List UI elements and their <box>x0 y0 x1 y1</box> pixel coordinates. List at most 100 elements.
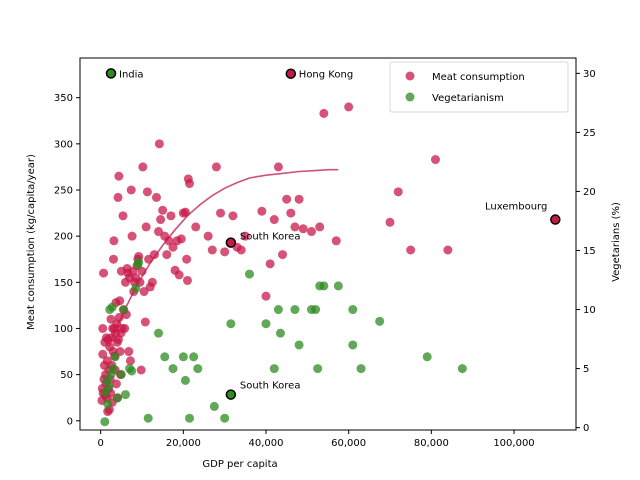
vegetarianism-point <box>457 364 467 374</box>
meat-consumption-point <box>115 296 125 306</box>
vegetarianism-point <box>319 281 329 291</box>
meat-consumption-point <box>406 245 416 255</box>
x-tick-label: 80,000 <box>414 438 449 449</box>
meat-consumption-point <box>139 287 149 297</box>
meat-consumption-point <box>114 171 124 181</box>
legend-marker-vegetarianism <box>405 92 415 102</box>
meat-consumption-point <box>140 317 150 327</box>
meat-consumption-point <box>315 222 325 232</box>
meat-consumption-point <box>111 379 121 389</box>
meat-consumption-point <box>166 211 176 221</box>
vegetarianism-point <box>108 364 118 374</box>
highlight-layer: India Hong Kong South Korea South Korea Luxe… <box>105 68 561 400</box>
y2-tick-label: 10 <box>583 305 596 316</box>
meat-consumption-point <box>154 227 164 237</box>
vegetarianism-point <box>118 305 128 315</box>
meat-consumption-point <box>257 206 267 216</box>
x-tick-label: 100,000 <box>493 438 534 449</box>
vegetarianism-point <box>160 352 170 362</box>
meat-consumption-point <box>290 222 300 232</box>
vegetarianism-point <box>107 302 117 312</box>
meat-consumption-point <box>98 323 108 333</box>
meat-consumption-point <box>282 194 292 204</box>
meat-consumption-point <box>286 208 296 218</box>
vegetarianism-point <box>189 352 199 362</box>
annotation-hong-kong: Hong Kong <box>299 70 353 81</box>
meat-consumption-point <box>149 250 159 260</box>
vegetarianism-point <box>356 364 366 374</box>
vegetarianism-point <box>178 352 188 362</box>
vegetarianism-point <box>290 305 300 315</box>
legend-label-meat: Meat consumption <box>432 72 525 83</box>
meat-consumption-point <box>147 277 157 287</box>
meat-consumption-point <box>344 102 354 112</box>
meat-consumption-point <box>113 192 123 202</box>
y2-tick-label: 20 <box>583 187 596 198</box>
vegetarianism-point <box>375 316 385 326</box>
meat-consumption-point <box>298 224 308 234</box>
vegetarianism-point <box>112 393 122 403</box>
meat-consumption-point <box>124 347 134 357</box>
meat-consumption-point <box>125 356 135 366</box>
y2-axis-label: Vegetarians (%) <box>611 202 622 282</box>
meat-consumption-point <box>151 192 161 202</box>
meat-consumption-point <box>156 215 166 225</box>
vegetarianism-point <box>180 375 190 385</box>
vegetarianism-point <box>422 352 432 362</box>
meat-consumption-point <box>203 231 213 241</box>
vegetarianism-point <box>261 319 271 329</box>
vegetarianism-point <box>333 281 343 291</box>
vegetarianism-point <box>143 413 153 423</box>
vegetarianism-point <box>269 364 279 374</box>
y-tick-label: 200 <box>54 232 73 243</box>
x-axis: 0 20,000 40,000 60,000 80,000 100,000 <box>97 430 535 449</box>
y-axis-label: Meat consumption (kg/capita/year) <box>26 154 37 330</box>
meat-consumption-point <box>269 215 279 225</box>
meat-consumption-point <box>138 162 148 172</box>
y-tick-label: 300 <box>54 139 73 150</box>
legend-box <box>389 61 569 113</box>
meat-consumption-point <box>443 245 453 255</box>
meat-consumption-point <box>180 207 190 217</box>
meat-consumption-point <box>207 245 217 255</box>
highlight-point-luxembourg <box>550 214 561 225</box>
highlight-point-south-korea <box>225 237 237 248</box>
meat-consumption-point <box>136 365 146 375</box>
meat-consumption-point <box>137 266 147 276</box>
meat-consumption-point <box>261 291 271 301</box>
vegetarianism-point <box>100 417 110 427</box>
vegetarianism-point <box>185 413 195 423</box>
y-tick-label: 50 <box>60 370 73 381</box>
meat-consumption-point <box>126 185 136 195</box>
annotation-south-korea: South Korea <box>240 381 301 392</box>
plot-area: India Hong Kong South Korea South Korea Luxe… <box>79 57 577 431</box>
y2-tick-label: 30 <box>583 69 596 80</box>
meat-consumption-point <box>162 250 172 260</box>
vegetarianism-point <box>110 352 120 362</box>
highlight-point-hong-kong <box>285 68 297 79</box>
meat-consumption-point <box>191 222 201 232</box>
y-tick-label: 0 <box>67 416 73 427</box>
vegetarianism-point <box>348 340 358 350</box>
vegetarianism-point <box>154 328 164 338</box>
meat-consumption-point <box>294 194 304 204</box>
y2-tick-label: 25 <box>583 128 596 139</box>
meat-consumption-point <box>114 312 124 322</box>
meat-consumption-point <box>142 187 152 197</box>
meat-consumption-point <box>168 242 178 252</box>
vegetarianism-point <box>226 319 236 329</box>
meat-consumption-point <box>331 236 341 246</box>
meat-consumption-point <box>120 323 130 333</box>
meat-consumption-point <box>158 205 168 215</box>
x-tick-label: 60,000 <box>331 438 366 449</box>
legend-label-vegetarianism: Vegetarianism <box>432 93 504 104</box>
vegetarianism-point <box>193 364 203 374</box>
x-tick-label: 0 <box>97 438 103 449</box>
x-tick-label: 40,000 <box>249 438 284 449</box>
vegetarianism-point <box>168 364 178 374</box>
meat-consumption-point <box>176 234 186 244</box>
vegetarianism-point <box>275 328 285 338</box>
meat-consumption-point <box>228 211 238 221</box>
y-axis-right: 0 5 10 15 20 25 30 <box>576 69 596 434</box>
meat-consumption-point <box>109 236 119 246</box>
